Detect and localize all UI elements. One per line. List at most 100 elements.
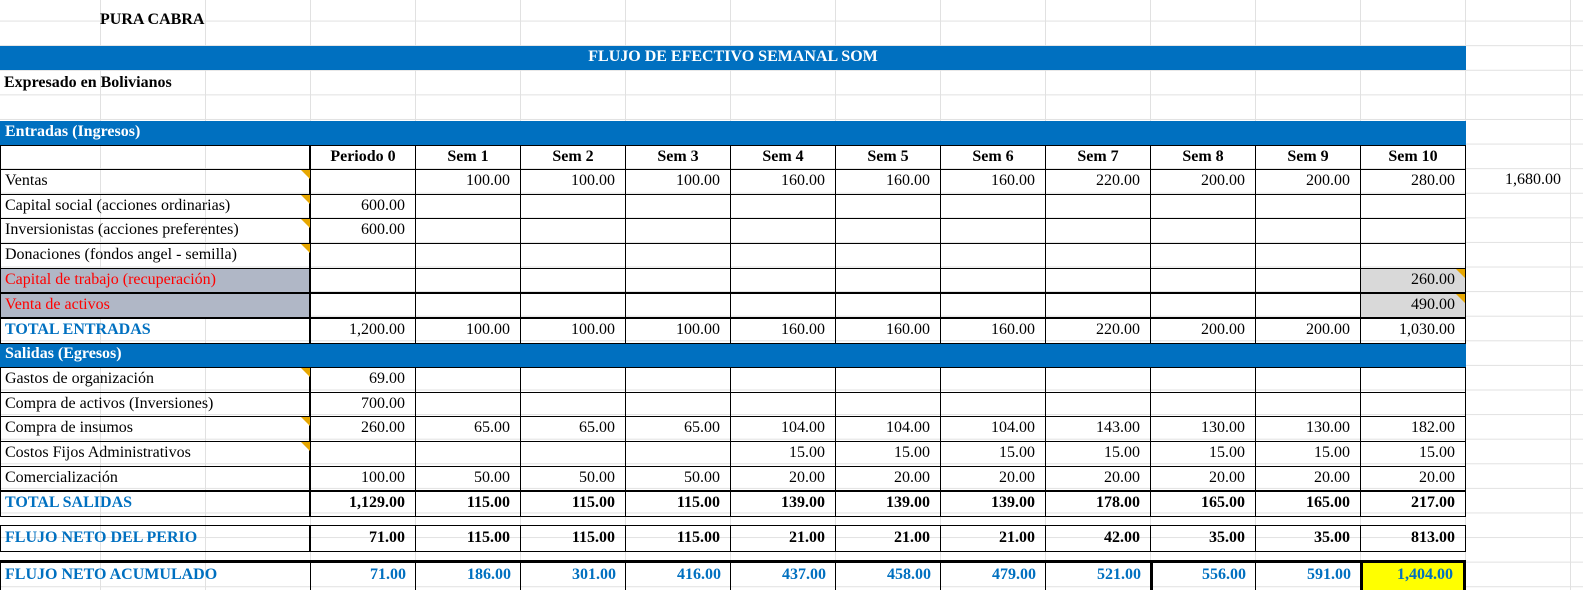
salidas-cell[interactable] [940, 391, 1046, 418]
salidas-cell[interactable] [625, 391, 731, 418]
entradas-cell[interactable] [940, 218, 1046, 245]
column-header-7[interactable]: Sem 7 [1045, 145, 1151, 170]
salidas-cell[interactable]: 143.00 [1045, 416, 1151, 443]
comment-indicator-icon[interactable] [301, 368, 310, 377]
entradas-cell[interactable] [940, 267, 1046, 294]
entradas-cell[interactable] [835, 292, 941, 319]
salidas-cell[interactable]: 100.00 [310, 465, 416, 492]
entradas-cell[interactable] [1255, 267, 1361, 294]
salidas-cell[interactable]: 20.00 [835, 465, 941, 492]
entradas-cell[interactable]: 160.00 [940, 169, 1046, 195]
entradas-cell[interactable] [1255, 193, 1361, 220]
entradas-cell[interactable]: 220.00 [1045, 169, 1151, 195]
salidas-cell[interactable] [730, 367, 836, 393]
entradas-cell[interactable] [940, 193, 1046, 220]
salidas-cell[interactable] [730, 391, 836, 418]
flujo-neto-cell[interactable]: 115.00 [520, 525, 626, 552]
entradas-cell[interactable] [310, 292, 416, 319]
salidas-cell[interactable]: 20.00 [1045, 465, 1151, 492]
salidas-cell[interactable]: 15.00 [1045, 441, 1151, 467]
entradas-cell[interactable] [835, 193, 941, 220]
total-salidas-cell[interactable]: 115.00 [625, 491, 731, 517]
total-entradas-cell[interactable]: 100.00 [520, 318, 626, 344]
entradas-row-label[interactable]: Inversionistas (acciones preferentes) [0, 218, 310, 245]
salidas-row-label[interactable]: Gastos de organización [0, 367, 310, 393]
report-title-band[interactable]: FLUJO DE EFECTIVO SEMANAL SOM [0, 46, 1466, 70]
company-name[interactable]: PURA CABRA [100, 11, 205, 28]
entradas-cell[interactable] [415, 193, 521, 220]
entradas-cell[interactable] [940, 243, 1046, 269]
flujo-neto-cell[interactable]: 813.00 [1360, 525, 1466, 552]
flujo-neto-cell[interactable]: 35.00 [1255, 525, 1361, 552]
salidas-cell[interactable]: 15.00 [1360, 441, 1466, 467]
total-salidas-label[interactable]: TOTAL SALIDAS [0, 491, 310, 517]
total-salidas-cell[interactable]: 1,129.00 [310, 491, 416, 517]
salidas-cell[interactable] [520, 391, 626, 418]
salidas-cell[interactable] [1360, 367, 1466, 393]
total-salidas-cell[interactable]: 115.00 [520, 491, 626, 517]
salidas-cell[interactable]: 20.00 [730, 465, 836, 492]
salidas-cell[interactable] [1150, 367, 1256, 393]
entradas-cell[interactable] [835, 267, 941, 294]
salidas-row-label[interactable]: Compra de activos (Inversiones) [0, 391, 310, 418]
total-salidas-cell[interactable]: 139.00 [730, 491, 836, 517]
entradas-cell[interactable] [1255, 292, 1361, 319]
entradas-cell[interactable] [1255, 218, 1361, 245]
salidas-cell[interactable]: 20.00 [940, 465, 1046, 492]
entradas-cell[interactable]: 600.00 [310, 193, 416, 220]
column-header-4[interactable]: Sem 4 [730, 145, 836, 170]
salidas-cell[interactable] [940, 367, 1046, 393]
entradas-row-label[interactable]: Donaciones (fondos angel - semilla) [0, 243, 310, 269]
entradas-cell[interactable] [310, 243, 416, 269]
entradas-cell[interactable]: 280.00 [1360, 169, 1466, 195]
salidas-cell[interactable]: 50.00 [520, 465, 626, 492]
salidas-cell[interactable] [415, 367, 521, 393]
comment-indicator-icon[interactable] [301, 442, 310, 452]
salidas-cell[interactable]: 104.00 [940, 416, 1046, 443]
flujo-neto-cell[interactable]: 115.00 [625, 525, 731, 552]
column-header-2[interactable]: Sem 2 [520, 145, 626, 170]
total-entradas-cell[interactable]: 100.00 [415, 318, 521, 344]
salidas-row-label[interactable]: Comercialización [0, 465, 310, 492]
flujo-acumulado-cell[interactable]: 591.00 [1255, 560, 1361, 590]
flujo-neto-cell[interactable]: 115.00 [415, 525, 521, 552]
salidas-cell[interactable]: 50.00 [415, 465, 521, 492]
salidas-cell[interactable] [415, 441, 521, 467]
entradas-cell[interactable] [730, 292, 836, 319]
flujo-neto-cell[interactable]: 35.00 [1150, 525, 1256, 552]
total-entradas-cell[interactable]: 160.00 [940, 318, 1046, 344]
entradas-cell[interactable] [730, 243, 836, 269]
salidas-cell[interactable]: 182.00 [1360, 416, 1466, 443]
salidas-cell[interactable]: 260.00 [310, 416, 416, 443]
flujo-acumulado-cell[interactable]: 521.00 [1045, 560, 1151, 590]
entradas-cell[interactable]: 200.00 [1255, 169, 1361, 195]
salidas-row-label[interactable]: Costos Fijos Administrativos [0, 441, 310, 467]
salidas-cell[interactable]: 104.00 [730, 416, 836, 443]
entradas-cell[interactable] [520, 292, 626, 319]
entradas-cell[interactable] [520, 267, 626, 294]
entradas-row-label[interactable]: Venta de activos [0, 292, 310, 319]
entradas-cell[interactable] [1045, 267, 1151, 294]
salidas-cell[interactable] [1255, 367, 1361, 393]
entradas-cell[interactable] [625, 243, 731, 269]
flujo-acumulado-cell[interactable]: 458.00 [835, 560, 941, 590]
salidas-cell[interactable] [835, 367, 941, 393]
comment-indicator-icon[interactable] [301, 194, 310, 204]
entradas-cell[interactable]: 100.00 [415, 169, 521, 195]
salidas-cell[interactable]: 130.00 [1150, 416, 1256, 443]
total-entradas-cell[interactable]: 160.00 [730, 318, 836, 344]
column-header-5[interactable]: Sem 5 [835, 145, 941, 170]
flujo-acumulado-cell[interactable]: 186.00 [415, 560, 521, 590]
entradas-cell[interactable] [625, 267, 731, 294]
entradas-cell[interactable] [1150, 218, 1256, 245]
entradas-cell[interactable] [625, 193, 731, 220]
flujo-neto-cell[interactable]: 21.00 [730, 525, 836, 552]
entradas-cell[interactable] [625, 292, 731, 319]
salidas-cell[interactable] [310, 441, 416, 467]
salidas-cell[interactable] [415, 391, 521, 418]
column-header-6[interactable]: Sem 6 [940, 145, 1046, 170]
salidas-cell[interactable]: 20.00 [1255, 465, 1361, 492]
entradas-cell[interactable] [940, 292, 1046, 319]
salidas-header[interactable]: Salidas (Egresos) [0, 343, 1466, 367]
entradas-cell[interactable] [1150, 267, 1256, 294]
